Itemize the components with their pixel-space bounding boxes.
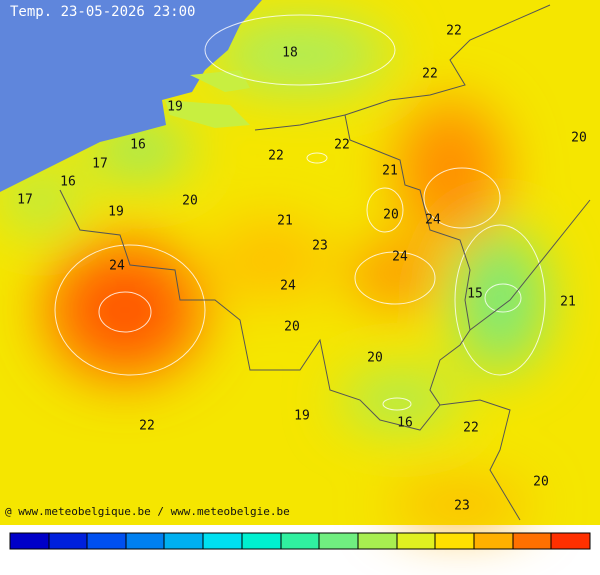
value-label: 21 — [560, 295, 576, 310]
color-scale — [9, 532, 591, 550]
value-label: 19 — [108, 205, 124, 220]
borders — [59, 4, 591, 521]
value-label: 19 — [294, 409, 310, 424]
value-label: 22 — [334, 138, 350, 153]
value-label: 22 — [422, 67, 438, 82]
value-label: 24 — [109, 259, 125, 274]
value-label: 24 — [425, 213, 441, 228]
value-label: 16 — [60, 175, 76, 190]
value-label: 16 — [130, 138, 146, 153]
value-label: 24 — [280, 279, 296, 294]
value-label: 23 — [312, 239, 328, 254]
value-label: 22 — [268, 149, 284, 164]
value-label: 20 — [367, 351, 383, 366]
value-label: 22 — [463, 421, 479, 436]
value-label: 17 — [17, 193, 33, 208]
value-label: 20 — [182, 194, 198, 209]
isotherms — [54, 14, 546, 411]
value-label: 16 — [397, 416, 413, 431]
map-title: Temp. 23-05-2026 23:00 — [10, 4, 195, 20]
value-label: 20 — [533, 475, 549, 490]
value-label: 23 — [454, 499, 470, 514]
footer: @ www.meteobelgique.be / www.meteobelgie… — [5, 505, 290, 518]
value-label: 20 — [571, 131, 587, 146]
value-label: 20 — [383, 208, 399, 223]
value-label: 21 — [277, 214, 293, 229]
value-label: 20 — [284, 320, 300, 335]
value-label: 22 — [446, 24, 462, 39]
value-label: 24 — [392, 250, 408, 265]
value-label: 18 — [282, 46, 298, 61]
temperature-field — [0, 0, 600, 525]
value-label: 19 — [167, 100, 183, 115]
value-label: 22 — [139, 419, 155, 434]
value-label: 17 — [92, 157, 108, 172]
value-labels: 22 18 22 19 20 16 22 22 21 17 16 17 19 20 20 24 21 23 24 24… — [17, 24, 587, 514]
value-label: 21 — [382, 164, 398, 179]
value-label: 15 — [467, 287, 483, 302]
